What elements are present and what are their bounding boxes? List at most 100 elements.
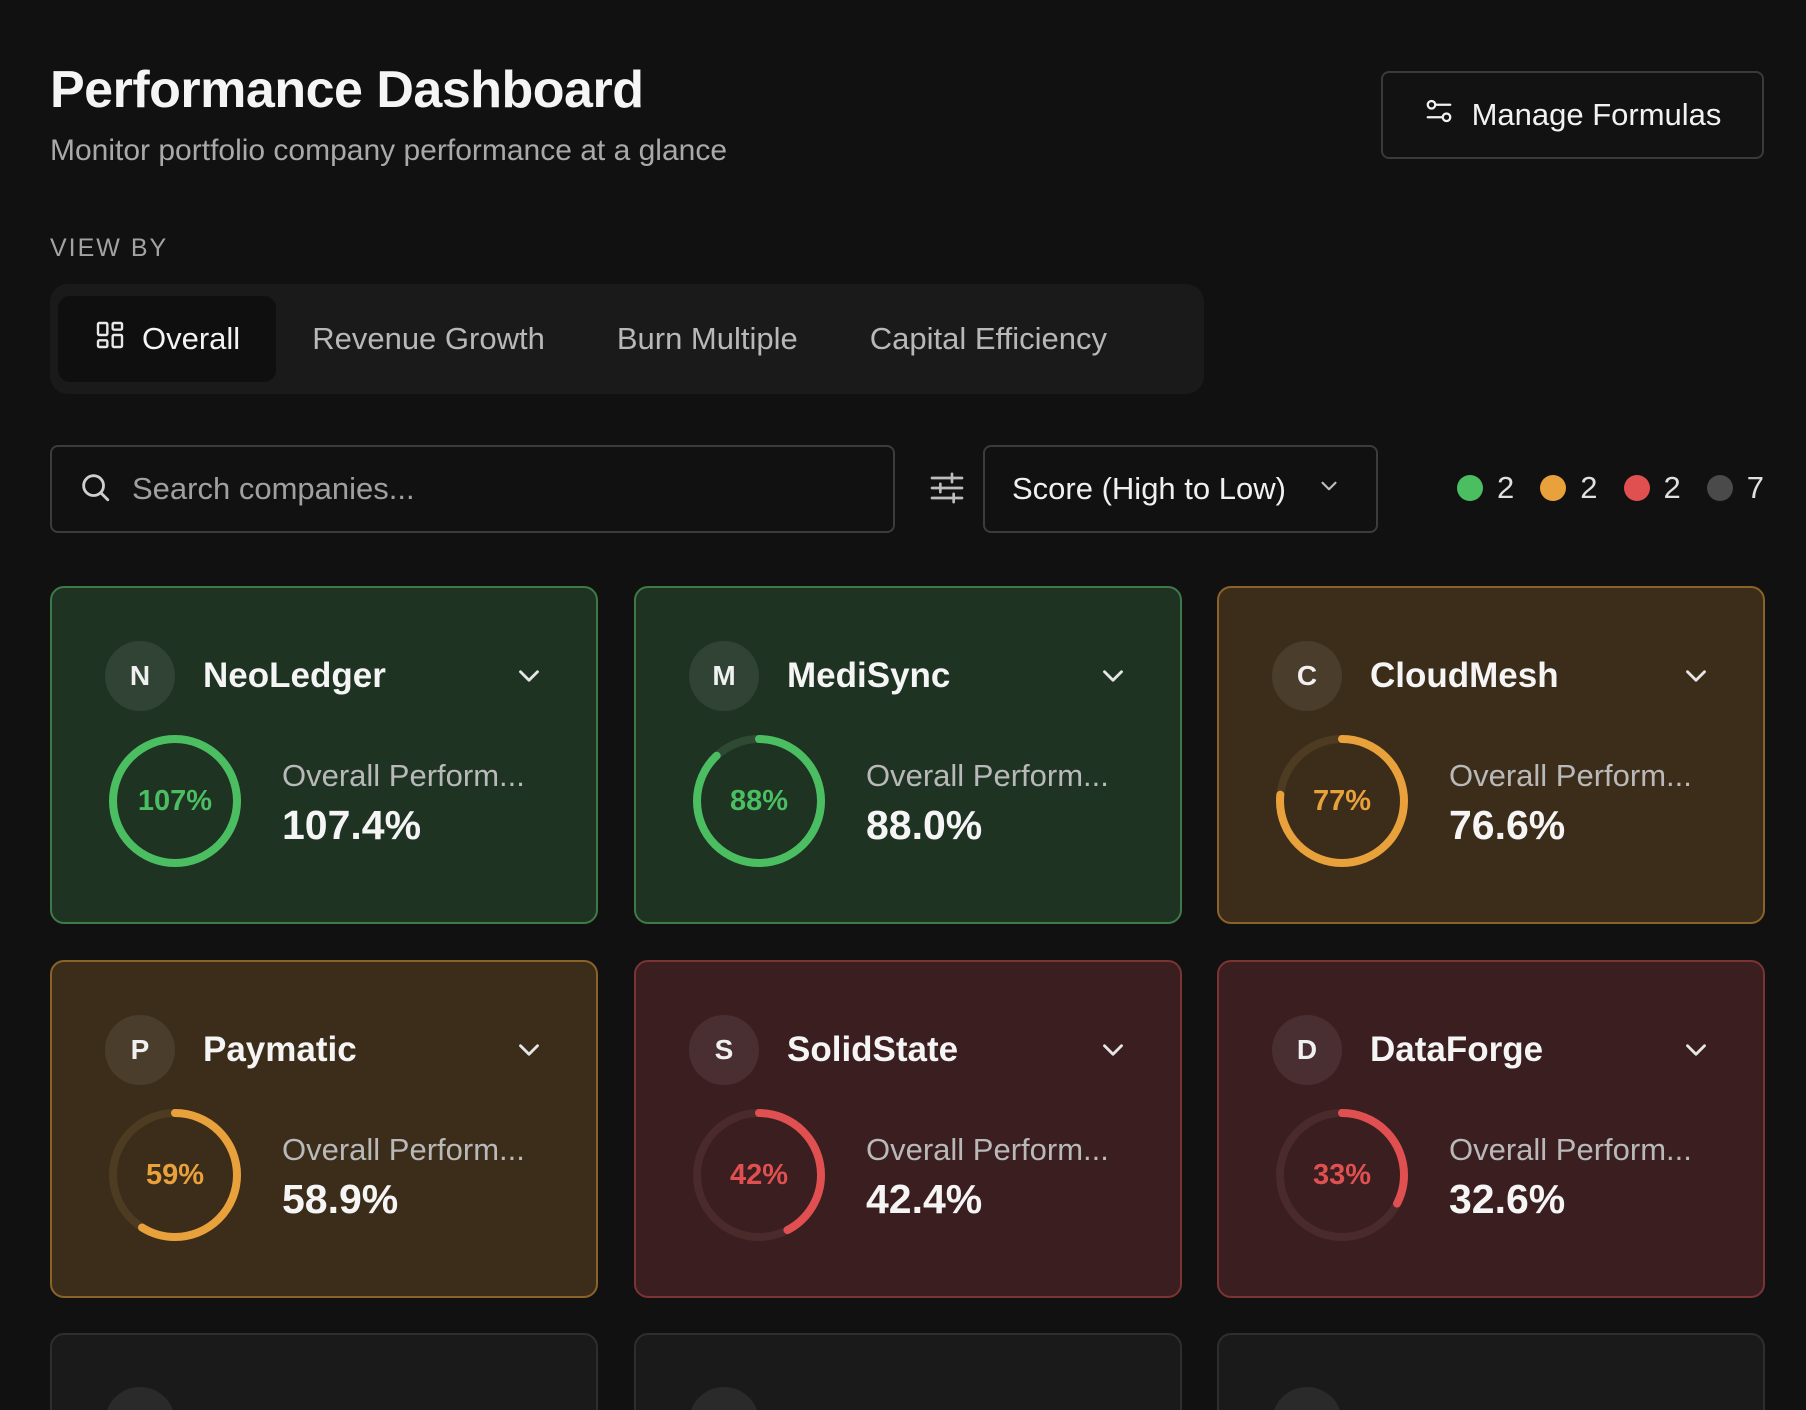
view-by-label: VIEW BY bbox=[50, 234, 169, 262]
legend-dot bbox=[1457, 475, 1483, 501]
tab-overall[interactable]: Overall bbox=[58, 296, 277, 382]
score-ring-label: 107% bbox=[137, 784, 213, 817]
chevron-down-icon[interactable] bbox=[1679, 1033, 1713, 1067]
tab-revenue-growth[interactable]: Revenue Growth bbox=[276, 296, 581, 382]
metric-label: Overall Perform... bbox=[1449, 1132, 1692, 1167]
score-ring-fill bbox=[1276, 1109, 1408, 1241]
legend-dot bbox=[1540, 475, 1567, 501]
page-title: Performance Dashboard bbox=[50, 61, 644, 119]
metric-label: Overall Perform... bbox=[282, 758, 525, 793]
company-name: NeoLedger bbox=[203, 656, 386, 695]
legend-red[interactable]: 2 bbox=[1623, 470, 1681, 506]
company-card[interactable]: P Paymatic 59% Overall Perform... 58.9% bbox=[50, 960, 598, 1298]
card-header: P Paymatic bbox=[105, 1014, 546, 1086]
grid-icon bbox=[94, 319, 126, 359]
company-name: MediSync bbox=[787, 656, 951, 695]
company-card-partial[interactable] bbox=[50, 1333, 598, 1410]
company-card-partial[interactable] bbox=[634, 1333, 1182, 1410]
legend-count: 2 bbox=[1580, 470, 1598, 505]
card-header: S SolidState bbox=[689, 1014, 1130, 1086]
score-ring-label: 88% bbox=[729, 784, 789, 817]
card-header: D DataForge bbox=[1272, 1014, 1713, 1086]
score-ring bbox=[1276, 1109, 1408, 1241]
search-icon bbox=[78, 470, 112, 509]
search-box bbox=[50, 445, 895, 533]
score-ring bbox=[1276, 735, 1408, 867]
score-ring-label: 77% bbox=[1312, 784, 1372, 817]
score-ring-fill bbox=[109, 735, 241, 867]
metric-value: 58.9% bbox=[282, 1176, 399, 1222]
chevron-down-icon[interactable] bbox=[512, 659, 546, 693]
company-name: DataForge bbox=[1370, 1030, 1544, 1069]
metric-value: 32.6% bbox=[1449, 1176, 1566, 1222]
card-header: C CloudMesh bbox=[1272, 640, 1713, 712]
legend-dot bbox=[1706, 475, 1733, 501]
chevron-down-icon bbox=[1316, 471, 1342, 507]
score-ring-label: 42% bbox=[729, 1158, 789, 1191]
view-by-tabs: Overall Revenue Growth Burn Multiple Cap… bbox=[50, 284, 1204, 394]
metric-label: Overall Perform... bbox=[866, 758, 1109, 793]
card-header: N NeoLedger bbox=[105, 640, 546, 712]
company-card[interactable]: D DataForge 33% Overall Perform... 32.6% bbox=[1217, 960, 1765, 1298]
metric-value: 42.4% bbox=[866, 1176, 983, 1222]
score-ring-fill bbox=[1276, 735, 1408, 867]
tab-label: Burn Multiple bbox=[616, 321, 798, 356]
metric-value: 88.0% bbox=[866, 802, 983, 848]
chevron-down-icon[interactable] bbox=[512, 1033, 546, 1067]
avatar: P bbox=[105, 1015, 175, 1085]
company-card[interactable]: S SolidState 42% Overall Perform... 42.4… bbox=[634, 960, 1182, 1298]
page-subtitle: Monitor portfolio company performance at… bbox=[50, 134, 728, 167]
chevron-down-icon[interactable] bbox=[1096, 1033, 1130, 1067]
legend-dot bbox=[1623, 475, 1650, 501]
company-name: Paymatic bbox=[203, 1030, 357, 1069]
metric-value: 107.4% bbox=[282, 802, 422, 848]
manage-formulas-button[interactable]: Manage Formulas bbox=[1381, 71, 1764, 159]
company-card[interactable]: M MediSync 88% Overall Perform... 88.0% bbox=[634, 586, 1182, 924]
avatar bbox=[105, 1387, 175, 1410]
score-ring-fill bbox=[109, 1109, 241, 1241]
company-card[interactable]: C CloudMesh 77% Overall Perform... 76.6% bbox=[1217, 586, 1765, 924]
score-ring bbox=[693, 735, 825, 867]
avatar bbox=[1272, 1387, 1342, 1410]
metric-label: Overall Perform... bbox=[866, 1132, 1109, 1167]
score-ring-fill bbox=[693, 1109, 825, 1241]
manage-formulas-label: Manage Formulas bbox=[1471, 97, 1722, 132]
score-ring bbox=[693, 1109, 825, 1241]
tab-burn-multiple[interactable]: Burn Multiple bbox=[581, 296, 834, 382]
legend-count: 2 bbox=[1497, 470, 1515, 505]
sort-select[interactable]: Score (High to Low) bbox=[983, 445, 1378, 533]
score-ring bbox=[109, 1109, 241, 1241]
search-input[interactable] bbox=[132, 471, 852, 507]
chevron-down-icon[interactable] bbox=[1679, 659, 1713, 693]
avatar: D bbox=[1272, 1015, 1342, 1085]
company-card[interactable]: N NeoLedger 107% Overall Perform... 107.… bbox=[50, 586, 598, 924]
tab-label: Overall bbox=[142, 321, 241, 356]
tab-label: Capital Efficiency bbox=[869, 321, 1107, 356]
avatar: M bbox=[689, 641, 759, 711]
legend-green[interactable]: 2 bbox=[1457, 470, 1514, 506]
metric-label: Overall Perform... bbox=[282, 1132, 525, 1167]
metric-value: 76.6% bbox=[1449, 802, 1566, 848]
score-ring-fill bbox=[693, 735, 825, 867]
avatar bbox=[689, 1387, 759, 1410]
sliders-icon bbox=[1424, 96, 1454, 134]
score-ring-label: 59% bbox=[145, 1158, 205, 1191]
page-header: Performance Dashboard Monitor portfolio … bbox=[50, 60, 727, 168]
legend-gray[interactable]: 7 bbox=[1706, 470, 1764, 506]
metric-label: Overall Perform... bbox=[1449, 758, 1692, 793]
avatar: S bbox=[689, 1015, 759, 1085]
legend-count: 7 bbox=[1746, 470, 1764, 505]
score-ring-label: 33% bbox=[1312, 1158, 1372, 1191]
avatar: N bbox=[105, 641, 175, 711]
company-name: CloudMesh bbox=[1370, 656, 1559, 695]
company-name: SolidState bbox=[787, 1030, 959, 1069]
card-header: M MediSync bbox=[689, 640, 1130, 712]
tab-capital-efficiency[interactable]: Capital Efficiency bbox=[834, 296, 1143, 382]
tab-label: Revenue Growth bbox=[312, 321, 545, 356]
filter-icon[interactable] bbox=[927, 468, 967, 508]
status-legend: 2 2 2 7 bbox=[1457, 470, 1764, 506]
company-card-partial[interactable] bbox=[1217, 1333, 1765, 1410]
legend-orange[interactable]: 2 bbox=[1540, 470, 1598, 506]
chevron-down-icon[interactable] bbox=[1096, 659, 1130, 693]
avatar: C bbox=[1272, 641, 1342, 711]
